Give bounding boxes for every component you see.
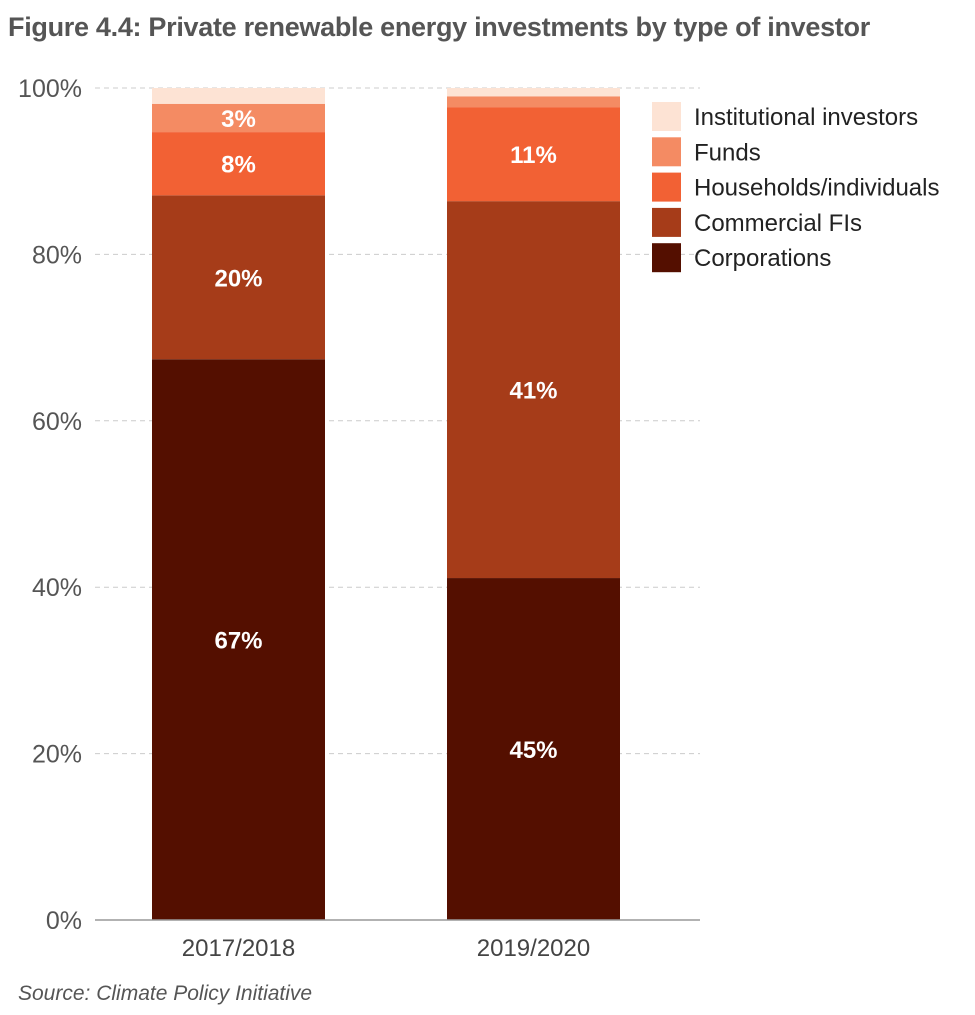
bar-segment: [152, 195, 325, 360]
bar-segment: [152, 103, 325, 133]
data-label: 20%: [214, 265, 262, 292]
y-tick-label: 40%: [32, 574, 82, 602]
legend-label: Institutional investors: [694, 104, 918, 131]
data-label: 8%: [221, 152, 256, 179]
data-label: 67%: [214, 628, 262, 655]
bar-segment: [447, 88, 620, 97]
y-tick-label: 80%: [32, 241, 82, 269]
data-label: 41%: [509, 378, 557, 405]
x-tick-label: 2017/2018: [182, 935, 295, 962]
data-label: 11%: [510, 142, 557, 169]
y-tick-label: 0%: [46, 907, 82, 935]
legend-swatch: [652, 243, 681, 273]
chart-title: Figure 4.4: Private renewable energy inv…: [8, 12, 870, 42]
source-note: Source: Climate Policy Initiative: [18, 982, 313, 1005]
y-tick-label: 60%: [32, 408, 82, 436]
data-label: 3%: [221, 106, 256, 133]
bar-segment: [447, 107, 620, 202]
y-tick-label: 100%: [18, 75, 82, 103]
data-label: 45%: [509, 737, 557, 764]
legend-label: Commercial FIs: [694, 210, 862, 237]
legend-swatch: [652, 102, 681, 131]
bar-segment: [447, 96, 620, 108]
legend-swatch: [652, 172, 681, 202]
legend-label: Households/individuals: [694, 175, 939, 202]
legend-swatch: [652, 137, 681, 167]
x-tick-label: 2019/2020: [477, 935, 590, 962]
bar-segment: [152, 88, 325, 104]
bar-segment: [152, 132, 325, 196]
legend-label: Corporations: [694, 245, 831, 272]
y-tick-label: 20%: [32, 741, 82, 769]
bar-segment: [447, 201, 620, 579]
legend-label: Funds: [694, 139, 761, 166]
bar-segment: [152, 359, 325, 920]
bar-segment: [447, 578, 620, 920]
legend-swatch: [652, 207, 681, 237]
